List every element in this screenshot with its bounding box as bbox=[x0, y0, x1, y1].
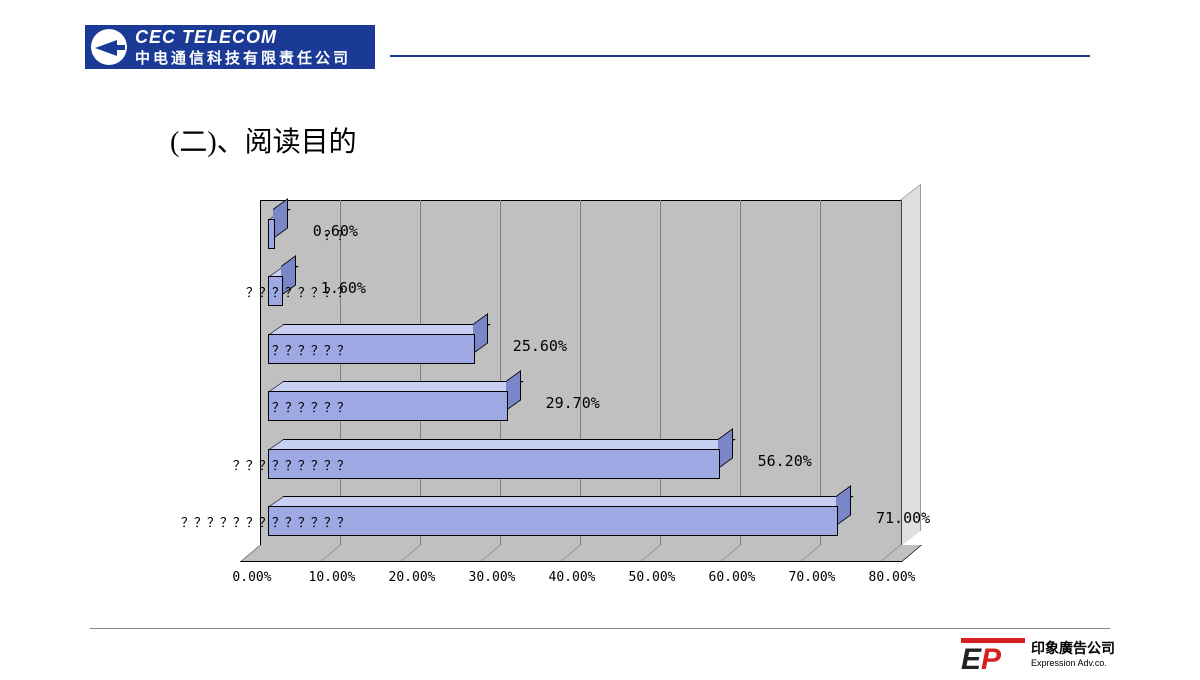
gridline bbox=[820, 200, 821, 545]
gridline bbox=[340, 200, 341, 545]
plot-floor bbox=[240, 545, 922, 562]
x-axis-label: 30.00% bbox=[469, 570, 516, 585]
arrow-icon bbox=[91, 29, 127, 65]
gridline bbox=[580, 200, 581, 545]
logo-text-en: CEC TELECOM bbox=[135, 27, 277, 48]
plot-background bbox=[260, 200, 902, 547]
footer-text: 印象廣告公司 bbox=[1031, 638, 1115, 658]
gridline bbox=[500, 200, 501, 545]
footer-subtext: Expression Adv.co. bbox=[1031, 658, 1115, 668]
x-axis-label: 20.00% bbox=[389, 570, 436, 585]
bar: 71.00% bbox=[268, 506, 836, 534]
x-axis-label: 50.00% bbox=[629, 570, 676, 585]
bar: 0.60% bbox=[268, 219, 273, 247]
x-axis-label: 0.00% bbox=[232, 570, 271, 585]
plot-side-wall bbox=[900, 184, 921, 547]
footer-rule bbox=[90, 628, 1110, 629]
y-axis-label: ？？？？？？？？？？？？？ bbox=[181, 512, 350, 531]
x-axis-label: 80.00% bbox=[869, 570, 916, 585]
header-logo: CEC TELECOM 中电通信科技有限责任公司 bbox=[85, 25, 375, 69]
logo-text-cn: 中电通信科技有限责任公司 bbox=[135, 47, 351, 68]
ep-icon: EP bbox=[961, 647, 1025, 673]
bar-chart: 0.60%1.60%25.60%29.70%56.20%71.00% ？？？？？… bbox=[260, 200, 1010, 580]
bar-value-label: 25.60% bbox=[513, 337, 567, 355]
y-axis-label: ？？？？？？ bbox=[272, 340, 350, 359]
bar-value-label: 71.00% bbox=[876, 509, 930, 527]
x-axis-label: 70.00% bbox=[789, 570, 836, 585]
slide: CEC TELECOM 中电通信科技有限责任公司 (二)、阅读目的 0.60% 1… bbox=[0, 0, 1200, 680]
x-axis-label: 60.00% bbox=[709, 570, 756, 585]
x-axis-label: 10.00% bbox=[309, 570, 356, 585]
slide-title: (二)、阅读目的 bbox=[170, 120, 357, 160]
header-rule bbox=[390, 55, 1090, 57]
gridline bbox=[740, 200, 741, 545]
bar-value-label: 56.20% bbox=[758, 452, 812, 470]
gridline bbox=[660, 200, 661, 545]
plot-area: 0.60%1.60%25.60%29.70%56.20%71.00% bbox=[260, 200, 900, 545]
y-axis-label: ？？？？？？？？ bbox=[246, 282, 350, 301]
bar-value-label: 29.70% bbox=[546, 394, 600, 412]
y-axis-label: ？？ bbox=[324, 225, 350, 244]
y-axis-label: ？？？？？？？？？ bbox=[233, 455, 350, 474]
x-axis-label: 40.00% bbox=[549, 570, 596, 585]
y-axis-label: ？？？？？？ bbox=[272, 397, 350, 416]
footer-logo: EP 印象廣告公司 Expression Adv.co. bbox=[961, 638, 1115, 673]
gridline bbox=[420, 200, 421, 545]
